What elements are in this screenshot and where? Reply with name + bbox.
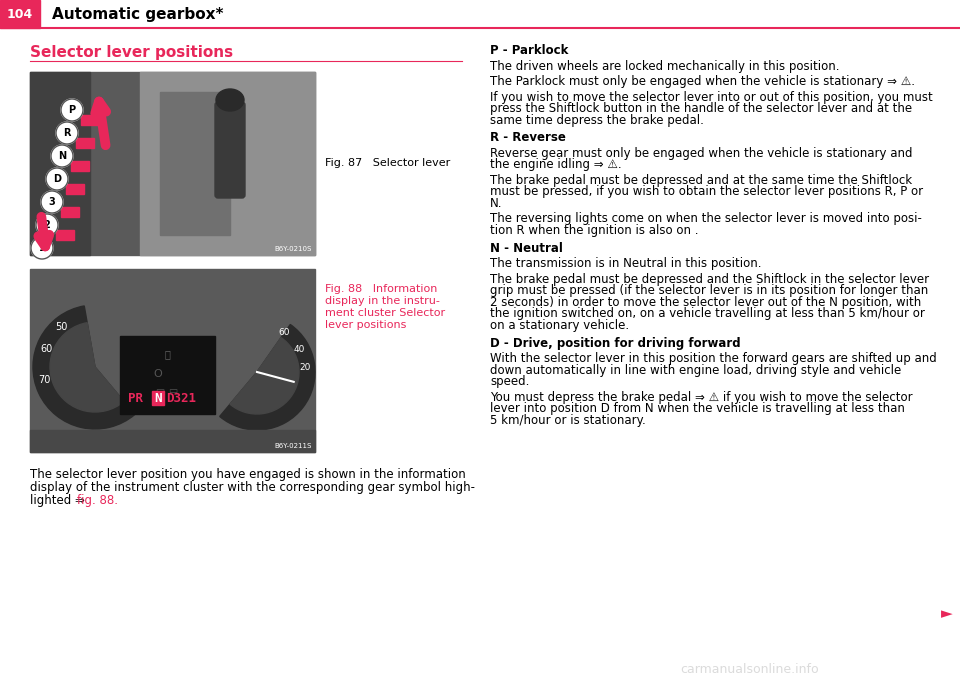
Text: B6Y-0211S: B6Y-0211S (275, 443, 312, 449)
Text: carmanualsonline.info: carmanualsonline.info (681, 663, 819, 676)
Text: 3: 3 (49, 197, 56, 207)
Bar (0, 0, 40, 28)
Bar (160, 92, 230, 235)
Ellipse shape (216, 89, 244, 111)
Circle shape (46, 168, 68, 190)
Text: 20: 20 (300, 364, 310, 372)
Text: 5 km/hour or is stationary.: 5 km/hour or is stationary. (490, 414, 646, 427)
Text: Fig. 87   Selector lever: Fig. 87 Selector lever (325, 158, 450, 169)
Bar (152, 391, 164, 405)
Text: P - Parklock: P - Parklock (490, 44, 568, 57)
Text: The driven wheels are locked mechanically in this position.: The driven wheels are locked mechanicall… (490, 60, 839, 73)
Text: ►: ► (941, 606, 953, 622)
Text: D321: D321 (166, 392, 196, 405)
Text: must be pressed, if you wish to obtain the selector lever positions R, P or: must be pressed, if you wish to obtain t… (490, 185, 924, 198)
Circle shape (41, 191, 63, 213)
Text: D: D (53, 174, 61, 184)
Text: The brake pedal must be depressed and at the same time the Shiftlock: The brake pedal must be depressed and at… (490, 174, 912, 187)
Text: O: O (154, 369, 162, 379)
Text: The reversing lights come on when the selector lever is moved into posi-: The reversing lights come on when the se… (490, 213, 922, 226)
Text: grip must be pressed (if the selector lever is in its position for longer than: grip must be pressed (if the selector le… (490, 285, 928, 297)
Text: The Parklock must only be engaged when the vehicle is stationary ⇒ ⚠.: The Parklock must only be engaged when t… (490, 75, 915, 88)
Text: 70: 70 (38, 375, 51, 386)
FancyBboxPatch shape (215, 102, 245, 198)
Text: tion R when the ignition is also on .: tion R when the ignition is also on . (490, 224, 699, 237)
Text: fig. 88.: fig. 88. (77, 494, 118, 507)
Text: With the selector lever in this position the forward gears are shifted up and: With the selector lever in this position… (490, 352, 937, 365)
Text: speed.: speed. (490, 375, 529, 388)
Circle shape (31, 237, 53, 259)
Text: lighted ⇒: lighted ⇒ (30, 494, 88, 507)
Wedge shape (220, 324, 315, 430)
FancyBboxPatch shape (76, 138, 94, 148)
Text: the ignition switched on, on a vehicle travelling at less than 5 km/hour or: the ignition switched on, on a vehicle t… (490, 307, 924, 320)
Circle shape (56, 122, 78, 144)
Text: Automatic gearbox*: Automatic gearbox* (52, 6, 224, 21)
Text: lever into position D from N when the vehicle is travelling at less than: lever into position D from N when the ve… (490, 402, 905, 415)
Text: 1: 1 (38, 243, 45, 253)
FancyBboxPatch shape (71, 161, 89, 171)
Text: same time depress the brake pedal.: same time depress the brake pedal. (490, 114, 704, 127)
Text: 2 seconds) in order to move the selector lever out of the N position, with: 2 seconds) in order to move the selector… (490, 296, 922, 309)
Bar (140, 72, 315, 255)
Text: down automatically in line with engine load, driving style and vehicle: down automatically in line with engine l… (490, 364, 901, 377)
Text: ▭: ▭ (168, 386, 178, 396)
Text: display of the instrument cluster with the corresponding gear symbol high-: display of the instrument cluster with t… (30, 481, 475, 494)
FancyBboxPatch shape (66, 184, 84, 194)
Text: N - Neutral: N - Neutral (490, 241, 563, 255)
Text: 60: 60 (40, 344, 52, 354)
FancyBboxPatch shape (81, 115, 99, 125)
Text: display in the instru-: display in the instru- (325, 296, 440, 306)
Text: 🚗: 🚗 (164, 349, 171, 359)
Text: Fig. 88   Information: Fig. 88 Information (325, 284, 438, 294)
Text: B6Y-0210S: B6Y-0210S (275, 246, 312, 252)
Text: P: P (68, 105, 76, 115)
Text: the engine idling ⇒ ⚠.: the engine idling ⇒ ⚠. (490, 158, 622, 172)
Circle shape (61, 99, 83, 121)
Text: N: N (155, 392, 161, 405)
Text: ▭: ▭ (155, 386, 164, 396)
FancyBboxPatch shape (61, 207, 79, 217)
Text: Reverse gear must only be engaged when the vehicle is stationary and: Reverse gear must only be engaged when t… (490, 147, 913, 160)
Text: If you wish to move the selector lever into or out of this position, you must: If you wish to move the selector lever i… (490, 91, 933, 104)
Text: PR: PR (128, 392, 143, 405)
Text: N: N (58, 151, 66, 161)
Circle shape (51, 145, 73, 167)
Text: 104: 104 (7, 8, 34, 21)
Text: N.: N. (490, 197, 502, 210)
Text: on a stationary vehicle.: on a stationary vehicle. (490, 319, 629, 332)
Wedge shape (33, 306, 134, 429)
Bar (30, 430, 315, 452)
Text: 60: 60 (278, 328, 290, 338)
Text: The selector lever position you have engaged is shown in the information: The selector lever position you have eng… (30, 468, 466, 481)
Text: R - Reverse: R - Reverse (490, 132, 565, 144)
Text: The transmission is in Neutral in this position.: The transmission is in Neutral in this p… (490, 257, 761, 270)
Bar (30, 72, 90, 255)
Text: press the Shiftlock button in the handle of the selector lever and at the: press the Shiftlock button in the handle… (490, 102, 912, 115)
Wedge shape (230, 338, 299, 414)
Bar (30, 72, 315, 255)
Text: 50: 50 (56, 322, 68, 332)
Text: D - Drive, position for driving forward: D - Drive, position for driving forward (490, 337, 740, 350)
Text: ment cluster Selector: ment cluster Selector (325, 308, 445, 318)
Text: 2: 2 (43, 220, 50, 230)
FancyBboxPatch shape (56, 230, 74, 240)
Circle shape (36, 214, 58, 236)
Text: lever positions: lever positions (325, 320, 406, 330)
Bar (30, 269, 315, 452)
Bar (120, 336, 215, 414)
Text: The brake pedal must be depressed and the Shiftlock in the selector lever: The brake pedal must be depressed and th… (490, 273, 929, 286)
Text: You must depress the brake pedal ⇒ ⚠ if you wish to move the selector: You must depress the brake pedal ⇒ ⚠ if … (490, 391, 913, 404)
Text: Selector lever positions: Selector lever positions (30, 45, 233, 60)
Wedge shape (50, 322, 124, 412)
Text: R: R (63, 128, 71, 138)
Text: 40: 40 (294, 345, 305, 354)
